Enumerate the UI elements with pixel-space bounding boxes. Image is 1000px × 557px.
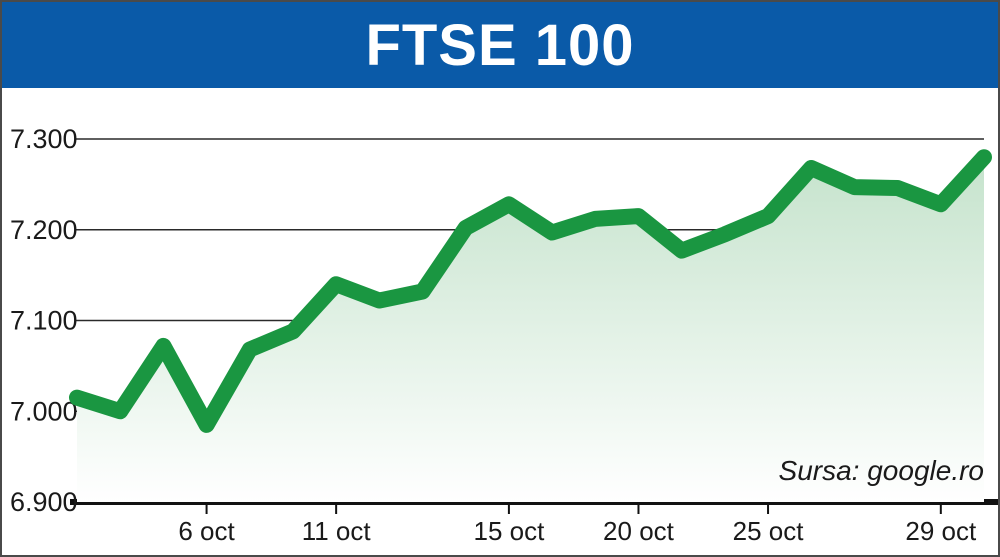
y-axis: 6.900 7.000 7.100 7.200 7.300 xyxy=(10,124,78,517)
y-tick-label: 6.900 xyxy=(10,487,78,517)
y-tick-label: 7.000 xyxy=(10,396,78,426)
y-tick-label: 7.200 xyxy=(10,215,78,245)
x-tick-label: 6 oct xyxy=(178,516,235,546)
x-tick-label: 11 oct xyxy=(302,516,372,546)
area-fill xyxy=(77,157,984,502)
y-tick-label: 7.100 xyxy=(10,306,78,336)
title-banner: FTSE 100 xyxy=(2,2,998,88)
x-axis: 6 oct 11 oct 15 oct 20 oct 25 oct 29 oct xyxy=(178,502,977,546)
source-note: Sursa: google.ro xyxy=(779,455,984,486)
x-tick-label: 25 oct xyxy=(733,516,805,546)
series-line xyxy=(69,149,992,433)
x-tick-label: 15 oct xyxy=(473,516,545,546)
x-tick-label: 29 oct xyxy=(905,516,977,546)
chart-title: FTSE 100 xyxy=(365,12,635,78)
x-tick-label: 20 oct xyxy=(603,516,675,546)
y-tick-label: 7.300 xyxy=(10,124,78,154)
